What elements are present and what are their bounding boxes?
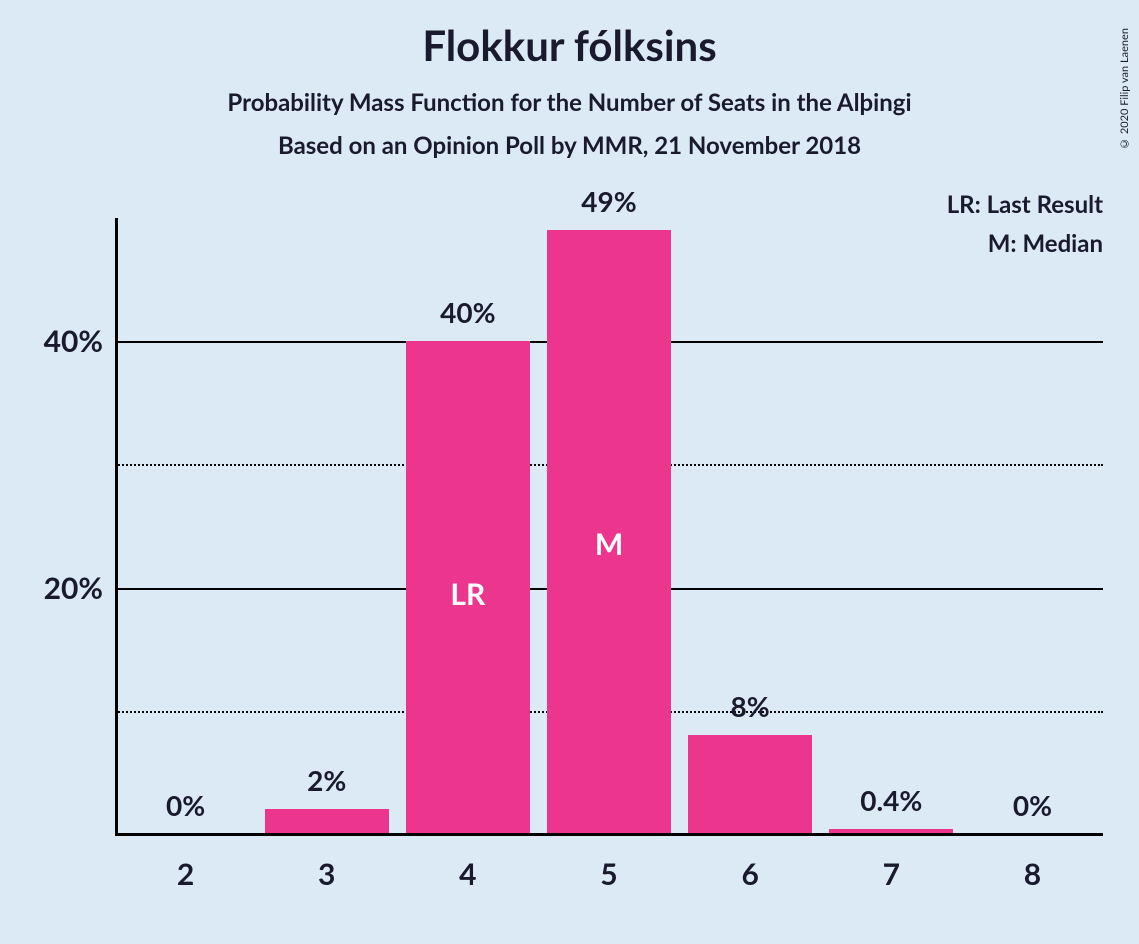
x-tick-label: 4 — [459, 856, 476, 892]
x-tick-label: 3 — [318, 856, 335, 892]
x-tick-label: 6 — [741, 856, 758, 892]
copyright-text: © 2020 Filip van Laenen — [1118, 28, 1131, 150]
bar-marker: LR — [450, 576, 485, 612]
bar-value-label: 49% — [581, 184, 636, 218]
plot-region: 20%40%0%22%340%LR449%M58%60.4%70%8 — [115, 218, 1103, 834]
bar-value-label: 0% — [1013, 788, 1052, 822]
chart-plot-area: LR: Last Result M: Median 20%40%0%22%340… — [115, 218, 1103, 834]
bar-value-label: 0.4% — [860, 783, 922, 817]
bar-value-label: 40% — [440, 295, 495, 329]
x-tick-label: 8 — [1024, 856, 1041, 892]
x-tick-label: 5 — [600, 856, 617, 892]
chart-subtitle-2: Based on an Opinion Poll by MMR, 21 Nove… — [0, 131, 1139, 160]
x-tick-label: 2 — [177, 856, 194, 892]
chart-title: Flokkur fólksins — [0, 20, 1139, 70]
x-tick-label: 7 — [883, 856, 900, 892]
chart-subtitle-1: Probability Mass Function for the Number… — [0, 88, 1139, 117]
y-tick-label: 40% — [44, 323, 103, 359]
y-tick-label: 20% — [44, 570, 103, 606]
legend-lr: LR: Last Result — [947, 190, 1103, 219]
bar — [265, 809, 389, 834]
bar-value-label: 2% — [307, 763, 346, 797]
bar-value-label: 8% — [731, 689, 770, 723]
bar-value-label: 0% — [166, 788, 205, 822]
y-axis-line — [115, 218, 118, 834]
bar — [688, 735, 812, 834]
x-axis-line — [115, 833, 1103, 836]
bar-marker: M — [595, 526, 623, 562]
